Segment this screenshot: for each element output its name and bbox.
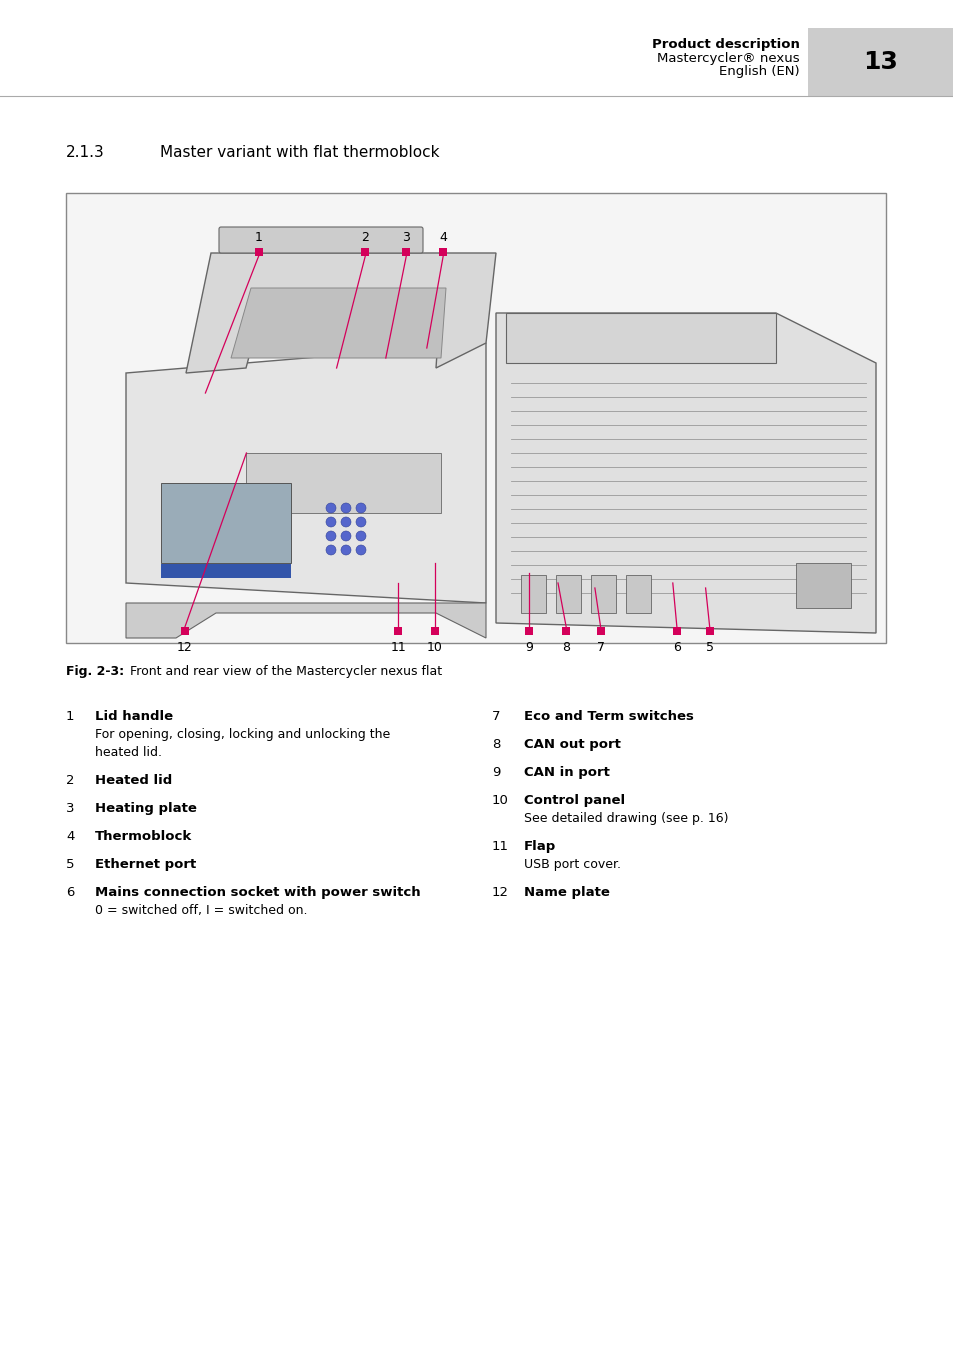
Circle shape — [326, 531, 335, 541]
Text: 1: 1 — [66, 710, 74, 724]
Text: Name plate: Name plate — [523, 886, 609, 899]
Text: 2: 2 — [361, 231, 369, 244]
Text: 8: 8 — [561, 641, 570, 653]
Bar — [561, 626, 570, 634]
Bar — [625, 575, 650, 613]
Text: heated lid.: heated lid. — [95, 747, 162, 759]
Bar — [672, 626, 680, 634]
Circle shape — [340, 504, 351, 513]
Circle shape — [326, 517, 335, 526]
Polygon shape — [505, 313, 775, 363]
Text: See detailed drawing (see p. 16): See detailed drawing (see p. 16) — [523, 811, 728, 825]
Bar — [246, 454, 440, 513]
Text: 5: 5 — [66, 859, 74, 871]
Bar — [181, 626, 189, 634]
Bar — [525, 626, 533, 634]
Text: Heating plate: Heating plate — [95, 802, 196, 815]
Text: 5: 5 — [705, 641, 713, 653]
Bar — [590, 575, 616, 613]
Bar — [394, 626, 401, 634]
Text: 10: 10 — [492, 794, 508, 807]
Circle shape — [355, 517, 366, 526]
Text: 4: 4 — [438, 231, 447, 244]
Text: 8: 8 — [492, 738, 500, 751]
FancyBboxPatch shape — [219, 227, 422, 252]
Text: 9: 9 — [525, 641, 533, 653]
Text: English (EN): English (EN) — [719, 65, 800, 78]
Bar — [705, 626, 713, 634]
Bar — [361, 248, 369, 256]
Text: For opening, closing, locking and unlocking the: For opening, closing, locking and unlock… — [95, 728, 390, 741]
Bar — [556, 575, 580, 613]
Text: Mastercycler® nexus: Mastercycler® nexus — [657, 53, 800, 65]
Text: 13: 13 — [862, 50, 898, 74]
Polygon shape — [126, 603, 485, 639]
Text: 2: 2 — [66, 774, 74, 787]
Text: Mains connection socket with power switch: Mains connection socket with power switc… — [95, 886, 420, 899]
Text: 12: 12 — [492, 886, 509, 899]
Text: 9: 9 — [492, 765, 500, 779]
Text: Thermoblock: Thermoblock — [95, 830, 193, 842]
Circle shape — [355, 504, 366, 513]
Circle shape — [326, 504, 335, 513]
Text: Ethernet port: Ethernet port — [95, 859, 196, 871]
Circle shape — [340, 545, 351, 555]
Text: 4: 4 — [66, 830, 74, 842]
Circle shape — [326, 545, 335, 555]
Text: CAN in port: CAN in port — [523, 765, 609, 779]
Bar — [161, 564, 291, 578]
Bar — [161, 483, 291, 563]
Text: Master variant with flat thermoblock: Master variant with flat thermoblock — [160, 144, 439, 161]
Text: 7: 7 — [596, 641, 604, 653]
Text: Front and rear view of the Mastercycler nexus flat: Front and rear view of the Mastercycler … — [118, 666, 441, 678]
Text: 6: 6 — [66, 886, 74, 899]
Text: CAN out port: CAN out port — [523, 738, 620, 751]
Bar — [254, 248, 262, 256]
Text: Fig. 2-3:: Fig. 2-3: — [66, 666, 124, 678]
Text: Lid handle: Lid handle — [95, 710, 172, 724]
Text: 11: 11 — [390, 641, 406, 653]
Text: 3: 3 — [402, 231, 410, 244]
Text: 0 = switched off, I = switched on.: 0 = switched off, I = switched on. — [95, 904, 307, 917]
Text: Flap: Flap — [523, 840, 556, 853]
Text: 10: 10 — [427, 641, 442, 653]
Text: Eco and Term switches: Eco and Term switches — [523, 710, 693, 724]
Polygon shape — [126, 343, 485, 603]
Bar — [795, 563, 850, 608]
Text: 7: 7 — [492, 710, 500, 724]
Circle shape — [355, 531, 366, 541]
Bar — [520, 575, 545, 613]
Polygon shape — [186, 252, 496, 373]
Bar — [807, 28, 953, 96]
Circle shape — [340, 531, 351, 541]
Bar — [431, 626, 438, 634]
Text: Heated lid: Heated lid — [95, 774, 172, 787]
Text: USB port cover.: USB port cover. — [523, 859, 620, 871]
Bar — [596, 626, 604, 634]
Polygon shape — [231, 288, 446, 358]
Bar — [438, 248, 447, 256]
Text: Product description: Product description — [652, 38, 800, 51]
Text: 1: 1 — [254, 231, 262, 244]
Text: 2.1.3: 2.1.3 — [66, 144, 105, 161]
Bar — [66, 193, 885, 643]
Circle shape — [340, 517, 351, 526]
Polygon shape — [496, 313, 875, 633]
Text: 3: 3 — [66, 802, 74, 815]
Text: Control panel: Control panel — [523, 794, 624, 807]
Text: 6: 6 — [672, 641, 680, 653]
Text: 11: 11 — [492, 840, 509, 853]
Bar — [402, 248, 410, 256]
Circle shape — [355, 545, 366, 555]
Text: 12: 12 — [177, 641, 193, 653]
